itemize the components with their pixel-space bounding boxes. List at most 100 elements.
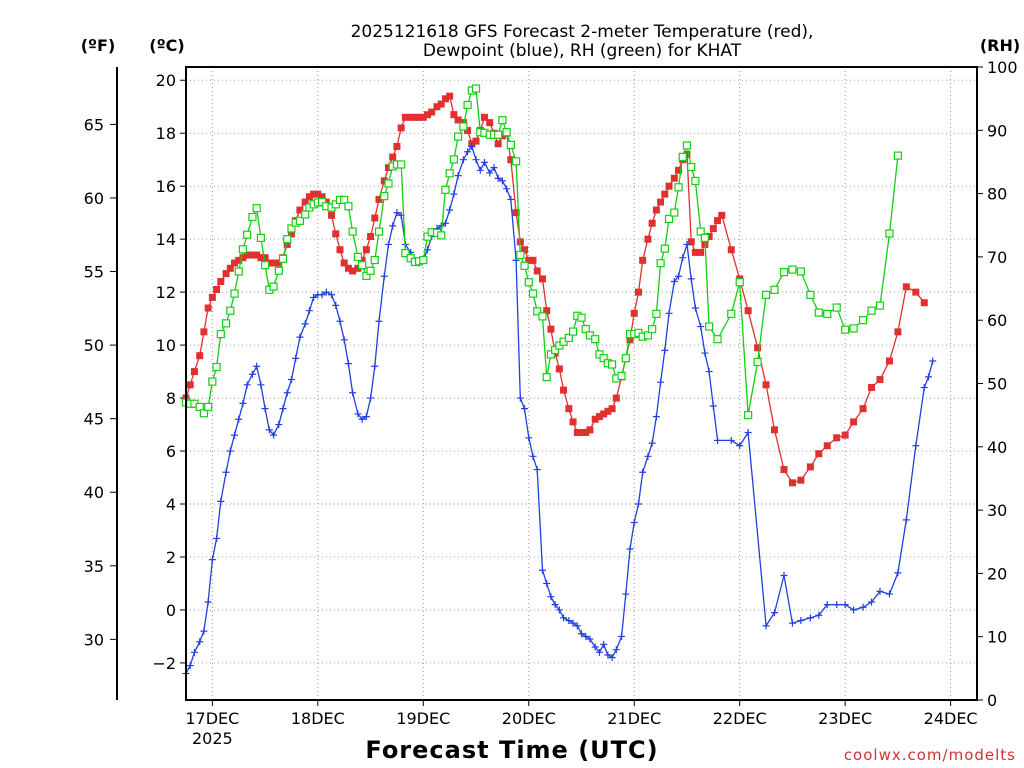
x-tick-label: 19DEC [396,709,450,728]
chart-title-line2: Dewpoint (blue), RH (green) for KHAT [423,41,742,61]
data-point [190,648,198,656]
data-point [468,142,476,150]
data-point [230,289,239,298]
data-point [401,249,410,258]
y-tick-label-celsius: 0 [166,601,176,620]
data-point [389,222,397,230]
series-layer [181,84,937,678]
data-point [823,601,831,609]
series-temperature [182,92,928,487]
data-point [216,330,225,339]
data-point [639,468,647,476]
data-point [661,190,669,198]
data-point [591,643,599,651]
data-point [384,240,392,248]
data-point [547,593,555,601]
data-point [683,150,691,158]
data-point [525,256,533,264]
y-tick-label-celsius: 14 [156,230,176,249]
data-point [859,603,867,611]
data-point [868,598,876,606]
data-point [393,209,401,217]
data-point [815,450,823,458]
data-point [441,95,449,103]
data-point [714,217,722,225]
x-tick-label: 20DEC [502,709,556,728]
data-point [380,177,388,185]
data-point [375,317,383,325]
data-point [815,611,823,619]
data-point [867,306,876,315]
data-point [275,421,283,429]
data-point [239,399,247,407]
data-point [498,116,507,125]
data-point [832,303,841,312]
data-point [652,413,660,421]
data-point [261,254,269,262]
data-point [902,516,910,524]
data-point [243,230,252,239]
plot-frame [185,66,978,701]
data-point [696,227,705,236]
data-point [200,328,208,336]
data-point [687,162,696,172]
data-point [582,428,590,436]
data-point [301,320,309,328]
data-point [543,579,551,587]
y-tick-label-celsius: 12 [156,283,176,302]
data-point [682,141,692,150]
data-point [771,426,779,434]
x-tick-label: 23DEC [818,709,872,728]
data-point [449,155,458,164]
data-point [533,307,542,316]
data-point [336,246,344,254]
data-point [754,344,762,352]
data-point [275,259,283,267]
data-point [486,119,494,127]
data-point [367,394,375,402]
data-point [665,309,673,317]
data-point [528,289,538,298]
data-point [780,572,788,580]
data-point [568,327,578,336]
data-point [317,197,327,206]
data-point [243,381,251,389]
data-point [771,609,779,617]
data-point [894,569,902,577]
data-point [709,225,717,233]
data-point [374,227,384,236]
data-point [876,376,884,384]
data-point [222,468,230,476]
data-point [278,254,288,263]
data-point [705,233,713,241]
data-point [565,405,573,413]
data-point [788,479,796,487]
data-point [644,452,652,460]
data-point [705,322,714,331]
data-point [578,428,585,436]
data-point [419,113,427,121]
data-point [555,365,563,373]
data-point [362,271,371,280]
data-point [384,164,392,172]
data-point [573,428,581,436]
data-point [885,229,894,238]
data-point [691,304,699,312]
data-point [661,346,669,354]
data-point [305,307,313,315]
data-point [419,255,428,265]
data-point [340,259,348,267]
data-point [213,285,221,293]
data-point [380,192,389,201]
data-point [885,357,893,365]
data-point [287,376,295,384]
data-point [340,195,349,205]
data-point [912,288,920,296]
data-point [744,307,752,315]
data-point [656,259,665,268]
data-point [454,172,462,180]
data-point [833,434,841,442]
data-point [248,212,257,222]
data-point [700,233,709,243]
data-point [538,312,547,321]
